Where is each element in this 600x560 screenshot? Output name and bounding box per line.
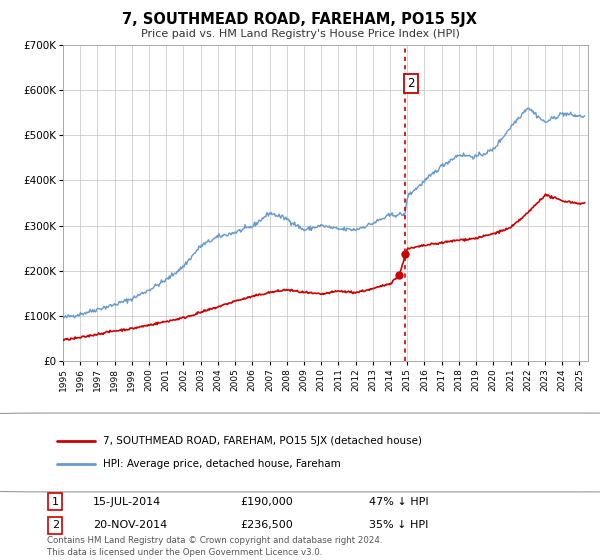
Text: 7, SOUTHMEAD ROAD, FAREHAM, PO15 5JX (detached house): 7, SOUTHMEAD ROAD, FAREHAM, PO15 5JX (de… (103, 436, 422, 446)
Text: 2: 2 (407, 77, 415, 90)
FancyBboxPatch shape (0, 413, 600, 492)
Text: 15-JUL-2014: 15-JUL-2014 (93, 497, 161, 507)
Text: £190,000: £190,000 (240, 497, 293, 507)
Text: Price paid vs. HM Land Registry's House Price Index (HPI): Price paid vs. HM Land Registry's House … (140, 29, 460, 39)
Text: 20-NOV-2014: 20-NOV-2014 (93, 520, 167, 530)
Text: This data is licensed under the Open Government Licence v3.0.: This data is licensed under the Open Gov… (47, 548, 322, 557)
Text: HPI: Average price, detached house, Fareham: HPI: Average price, detached house, Fare… (103, 459, 341, 469)
Text: 1: 1 (52, 497, 59, 507)
Text: 7, SOUTHMEAD ROAD, FAREHAM, PO15 5JX: 7, SOUTHMEAD ROAD, FAREHAM, PO15 5JX (122, 12, 478, 27)
Text: Contains HM Land Registry data © Crown copyright and database right 2024.: Contains HM Land Registry data © Crown c… (47, 536, 382, 545)
Text: £236,500: £236,500 (240, 520, 293, 530)
Text: 2: 2 (52, 520, 59, 530)
Text: 47% ↓ HPI: 47% ↓ HPI (369, 497, 428, 507)
Text: 35% ↓ HPI: 35% ↓ HPI (369, 520, 428, 530)
